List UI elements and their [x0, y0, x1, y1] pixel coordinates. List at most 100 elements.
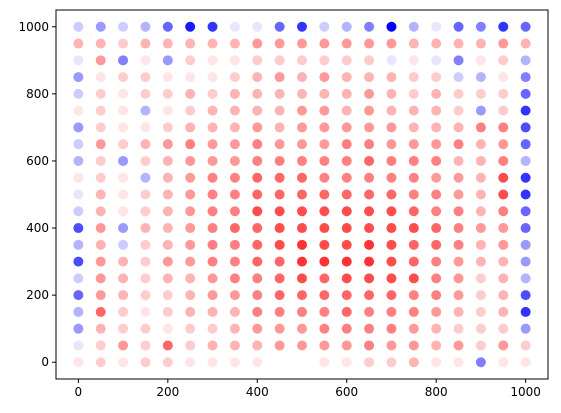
scatter-point	[475, 38, 486, 49]
scatter-point	[431, 306, 442, 317]
scatter-point	[229, 38, 240, 49]
scatter-point	[140, 105, 151, 116]
scatter-point	[229, 21, 240, 32]
scatter-point	[140, 357, 151, 368]
scatter-point	[73, 189, 84, 200]
scatter-point	[162, 38, 173, 49]
scatter-point	[341, 189, 352, 200]
scatter-point	[229, 72, 240, 83]
scatter-point	[118, 223, 129, 234]
scatter-point	[453, 340, 464, 351]
scatter-point	[252, 155, 263, 166]
scatter-point	[341, 239, 352, 250]
scatter-point	[140, 155, 151, 166]
scatter-point	[297, 306, 307, 317]
scatter-point	[73, 72, 84, 83]
scatter-point	[118, 172, 129, 183]
scatter-point	[252, 290, 263, 301]
scatter-point	[162, 21, 173, 32]
scatter-point	[498, 122, 509, 133]
scatter-point	[118, 206, 129, 217]
scatter-point	[319, 122, 330, 133]
scatter-point	[73, 55, 84, 66]
scatter-point	[364, 172, 375, 183]
scatter-point	[341, 357, 352, 368]
scatter-point	[520, 273, 531, 284]
scatter-point	[162, 306, 173, 317]
scatter-point	[520, 357, 531, 368]
scatter-point	[453, 256, 464, 267]
scatter-point	[297, 239, 307, 250]
scatter-point	[252, 273, 263, 284]
scatter-point	[95, 323, 106, 334]
scatter-point	[95, 72, 106, 83]
y-axis: 0 200 400 600 800 1000	[18, 20, 56, 369]
scatter-point	[475, 122, 486, 133]
scatter-point	[520, 105, 531, 116]
scatter-point	[408, 21, 419, 32]
scatter-point	[431, 273, 442, 284]
scatter-point	[297, 256, 307, 267]
scatter-point	[386, 55, 397, 66]
scatter-point	[252, 223, 263, 234]
scatter-point	[408, 72, 419, 83]
scatter-point	[475, 340, 486, 351]
scatter-point	[520, 139, 531, 150]
scatter-point	[498, 155, 509, 166]
scatter-point	[475, 72, 486, 83]
scatter-point	[73, 105, 84, 116]
scatter-point	[386, 105, 397, 116]
scatter-point	[297, 21, 307, 32]
scatter-point	[408, 55, 419, 66]
scatter-point	[185, 155, 196, 166]
scatter-point	[185, 256, 196, 267]
scatter-point	[364, 290, 375, 301]
scatter-point	[297, 340, 307, 351]
scatter-point	[162, 122, 173, 133]
scatter-point	[453, 55, 464, 66]
scatter-point	[229, 88, 240, 99]
scatter-point	[520, 189, 531, 200]
scatter-point	[252, 306, 263, 317]
scatter-point	[341, 306, 352, 317]
scatter-point	[364, 206, 375, 217]
scatter-point	[386, 239, 397, 250]
scatter-point	[408, 172, 419, 183]
scatter-point	[520, 72, 531, 83]
scatter-point	[408, 38, 419, 49]
scatter-point	[431, 256, 442, 267]
scatter-point	[453, 306, 464, 317]
scatter-point	[341, 72, 352, 83]
scatter-point	[252, 72, 263, 83]
scatter-point	[498, 72, 509, 83]
x-tick-label: 800	[425, 385, 448, 399]
scatter-point	[207, 189, 218, 200]
scatter-point	[252, 206, 263, 217]
scatter-point	[475, 189, 486, 200]
scatter-point	[453, 105, 464, 116]
scatter-point	[453, 21, 464, 32]
scatter-point	[475, 155, 486, 166]
scatter-point	[408, 273, 419, 284]
scatter-point	[498, 306, 509, 317]
scatter-point	[475, 290, 486, 301]
scatter-point	[319, 172, 330, 183]
scatter-point	[118, 256, 129, 267]
scatter-point	[229, 273, 240, 284]
scatter-point	[498, 357, 509, 368]
scatter-point	[297, 273, 307, 284]
scatter-point	[319, 256, 330, 267]
scatter-point	[140, 72, 151, 83]
scatter-point	[274, 206, 285, 217]
scatter-point	[364, 122, 375, 133]
scatter-point	[140, 172, 151, 183]
scatter-point	[118, 21, 129, 32]
scatter-point	[498, 88, 509, 99]
scatter-point	[207, 340, 218, 351]
scatter-point	[229, 340, 240, 351]
scatter-point	[520, 88, 531, 99]
scatter-points	[73, 21, 531, 368]
scatter-point	[431, 290, 442, 301]
scatter-point	[408, 239, 419, 250]
